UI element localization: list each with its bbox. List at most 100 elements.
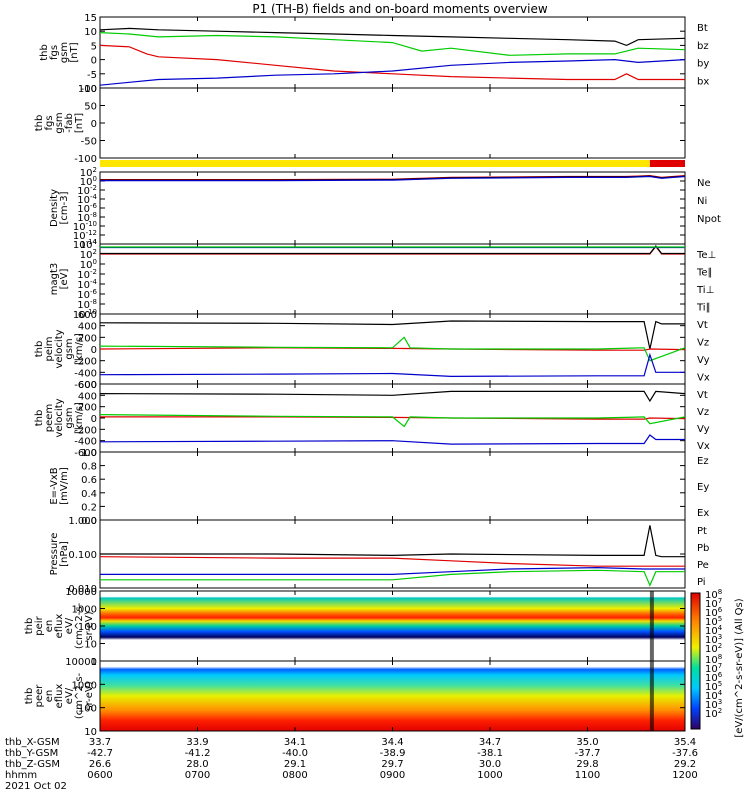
legend-Vt: Vt: [697, 320, 708, 331]
panel-frame: [99, 16, 686, 89]
y-axis-label: sr-eV): [84, 681, 95, 710]
series-Te∥: [100, 245, 685, 255]
y-axis-label: (cm^2-s-: [74, 672, 85, 719]
legend-Ez: Ez: [697, 456, 709, 467]
y-tick-label: 100: [80, 258, 97, 271]
colorbar-label: [eV/(cm^2-s-sr-eV)] (All Qs): [734, 598, 745, 737]
y-axis-label: [cm-3]: [59, 191, 70, 224]
y-axis-label: fgs: [44, 115, 55, 130]
y-tick-label: 15: [84, 13, 97, 24]
colorbar-tick: 104: [705, 689, 723, 702]
legend-Vx: Vx: [697, 373, 710, 384]
y-axis-label: Pressure: [49, 533, 60, 576]
legend-Npot: Npot: [697, 214, 721, 225]
y-axis-label: peer: [34, 684, 45, 708]
legend-Ey: Ey: [697, 482, 709, 493]
y-tick-label: 10-4: [77, 278, 97, 291]
y-tick-label: 0.0: [81, 516, 97, 527]
y-axis-label: -fab: [64, 113, 75, 133]
footer-value: 0700: [185, 770, 210, 781]
y-axis-label: thb: [24, 688, 35, 705]
y-axis-label: gsm: [64, 407, 75, 428]
y-tick-label: 10-8: [77, 211, 97, 224]
plot-title: P1 (TH-B) fields and on-board moments ov…: [252, 2, 548, 16]
y-tick-label: 100: [78, 622, 97, 633]
y-tick-label: 10-14: [73, 238, 98, 251]
panel-pressure: 1.000 0.100 0.010 Pressure [nPa] Pt Pb Pe Pi: [49, 516, 709, 595]
legend-by: by: [697, 59, 709, 70]
y-tick-label: 1.0: [81, 448, 97, 459]
y-axis-label: gsm: [59, 42, 70, 63]
legend-Te⊥: Te⊥: [696, 250, 716, 261]
y-tick-label: -600: [74, 380, 97, 391]
y-axis-label: Density: [49, 189, 60, 227]
y-tick-label: 10-6: [77, 202, 97, 215]
series-Bt: [99, 27, 686, 47]
colorbar-tick: 105: [705, 680, 722, 693]
y-axis-label: peem: [44, 404, 55, 432]
y-axis-label: eflux: [54, 614, 65, 639]
y-axis-label: magt3: [49, 263, 60, 296]
y-axis-label: thb: [24, 618, 35, 635]
legend-Pe: Pe: [697, 560, 709, 571]
footer-value: -37.6: [672, 748, 698, 759]
colorbar-tick: 108: [705, 588, 722, 601]
footer-value: 34.4: [381, 737, 403, 748]
quality-segment: [649, 160, 685, 167]
y-tick-label: 0.2: [81, 502, 97, 513]
footer-value: 29.2: [674, 759, 696, 770]
y-tick-label: 10-8: [77, 298, 97, 311]
panel-peir: 10000 1000 100 10 1 thb peir en eflux eV/(cm^2-s-…: [24, 587, 686, 668]
footer-value: 34.7: [479, 737, 501, 748]
y-tick-label: -10: [81, 84, 97, 95]
footer-value: 29.1: [284, 759, 306, 770]
y-tick-label: 10-2: [77, 268, 97, 281]
footer-value: 30.0: [479, 759, 501, 770]
series-Pt: [100, 525, 685, 558]
y-tick-label: -400: [74, 437, 97, 448]
legend-Te∥: Te∥: [696, 268, 713, 279]
footer-value: 28.0: [186, 759, 208, 770]
y-axis-label: en: [44, 620, 55, 633]
series-Pi: [100, 566, 685, 576]
colorbar-tick: 102: [705, 707, 722, 720]
series-Vt: [99, 390, 686, 403]
y-tick-label: 10-2: [77, 184, 97, 197]
quality-segment: [100, 160, 650, 167]
y-axis-label: velocity: [54, 398, 65, 437]
y-axis-label: eV/: [64, 687, 75, 704]
series-Vx: [99, 434, 685, 445]
colorbar-tick: 103: [705, 698, 722, 711]
y-tick-label: 102: [80, 248, 97, 261]
y-tick-label: 0.8: [81, 462, 97, 473]
y-axis-label: [nPa]: [59, 541, 70, 567]
y-axis-label: gsm: [54, 112, 65, 133]
spectrogram-event: [649, 591, 654, 661]
legend-Vx: Vx: [697, 441, 710, 452]
y-axis-label: eflux: [54, 684, 65, 709]
series-bz: [99, 44, 685, 81]
y-axis-label: eV/: [64, 617, 75, 634]
y-tick-label: 600: [78, 310, 97, 321]
y-tick-label: 0.4: [81, 489, 97, 500]
y-axis-label: thb: [34, 115, 45, 132]
panel-frame: [99, 171, 686, 245]
legend-Pi: Pi: [697, 577, 706, 588]
y-tick-label: 10000: [65, 657, 97, 668]
footer-row-label: hhmm: [5, 770, 37, 781]
footer-value: -40.0: [282, 748, 308, 759]
y-axis-label: [mV/m]: [59, 467, 70, 505]
y-tick-label: 0.010: [68, 584, 97, 595]
y-tick-label: 1000: [72, 605, 97, 616]
y-axis-label: (cm^2-s-: [74, 602, 85, 649]
panel-peer: 10000 1000 100 10 thb peer en eflux eV/(cm^2-s-s…: [24, 657, 686, 738]
legend-Ne: Ne: [697, 178, 711, 189]
y-tick-label: -200: [74, 357, 97, 368]
y-tick-label: 10-10: [73, 308, 97, 321]
footer-date: 2021 Oct 02: [5, 781, 67, 792]
